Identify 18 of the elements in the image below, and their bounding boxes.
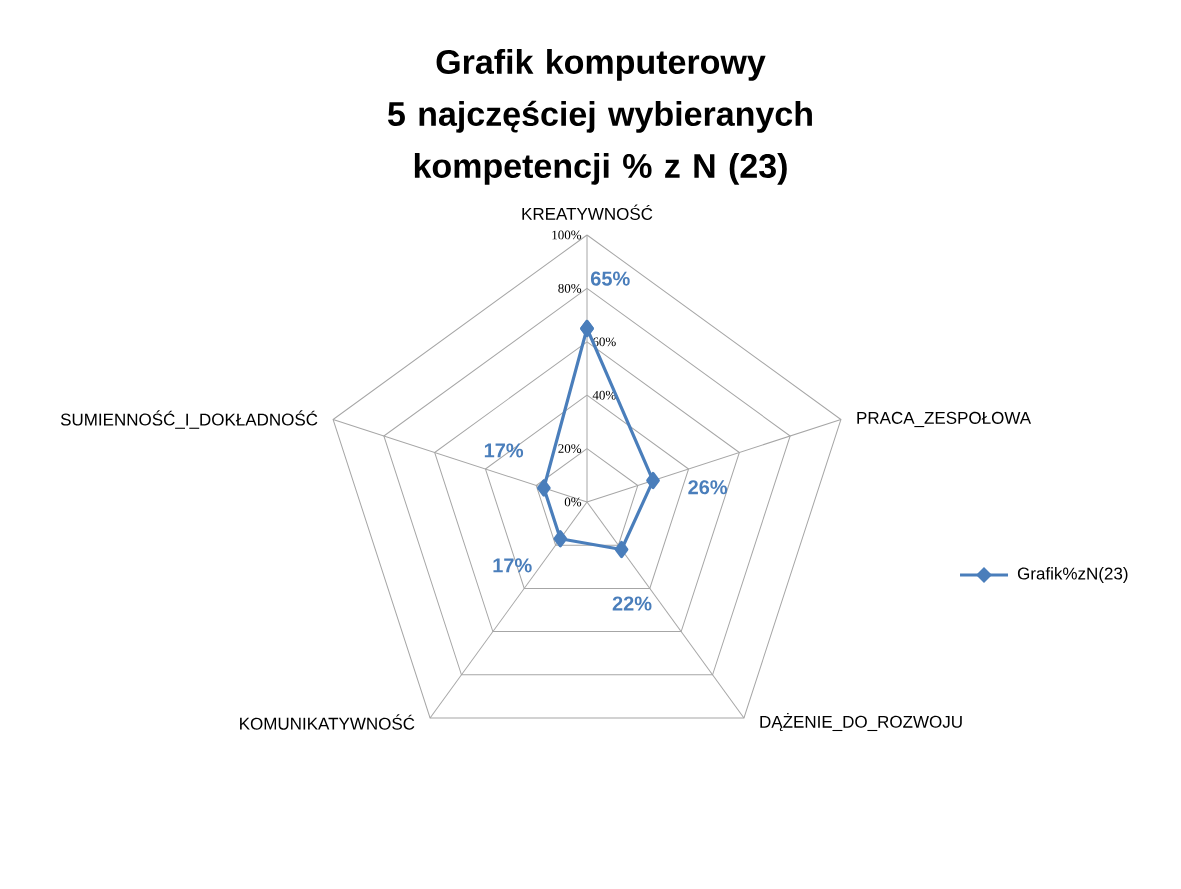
y-tick-label: 100%	[552, 230, 582, 240]
chart-title: Grafik komputerowy	[436, 49, 766, 81]
legend-label: Grafik%zN(23)	[1017, 567, 1128, 583]
y-tick-label: 40%	[592, 390, 616, 400]
spoke-label: KOMUNIKATYWNOŚĆ	[240, 714, 415, 730]
data-label: 65%	[590, 271, 630, 286]
chart-subtitle: 5 najczęściej wybieranych kompetencji % z N (23)	[387, 100, 812, 185]
y-tick-label: 0%	[564, 497, 582, 507]
y-tick-label: 20%	[558, 444, 582, 453]
data-label: 22%	[612, 596, 652, 611]
data-label: 26%	[688, 480, 728, 495]
y-tick-label: 80%	[558, 284, 582, 293]
data-label: 17%	[493, 558, 532, 573]
data-label: 17%	[484, 443, 524, 458]
spoke-label: DĄŻENIE_DO_ROZWOJU	[760, 712, 962, 732]
spoke-label: SUMIENNOŚĆ_I_DOKŁADNOŚĆ	[60, 410, 318, 429]
spoke-label: PRACA_ZESPOŁOWA	[857, 411, 1032, 428]
spoke-label: KREATYWNOŚĆ	[522, 204, 653, 220]
